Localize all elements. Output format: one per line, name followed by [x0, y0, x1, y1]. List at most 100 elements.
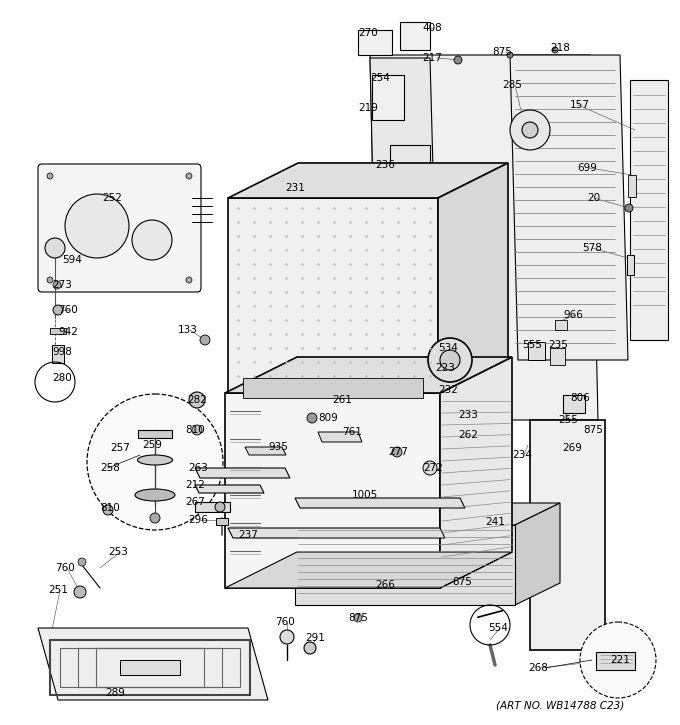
Text: 253: 253: [108, 547, 128, 557]
Bar: [195, 502, 230, 512]
Circle shape: [354, 614, 362, 622]
Polygon shape: [318, 432, 362, 442]
Circle shape: [552, 47, 558, 53]
Circle shape: [625, 204, 633, 212]
Polygon shape: [38, 628, 268, 700]
Text: 157: 157: [570, 100, 590, 110]
Text: 594: 594: [62, 255, 82, 265]
Polygon shape: [370, 58, 436, 280]
Text: 935: 935: [268, 442, 288, 452]
Circle shape: [87, 394, 223, 530]
Circle shape: [200, 335, 210, 345]
Text: 267: 267: [185, 497, 205, 507]
Polygon shape: [630, 80, 668, 340]
Polygon shape: [295, 525, 515, 605]
Bar: [563, 395, 585, 413]
Text: 699: 699: [577, 163, 597, 173]
Text: 212: 212: [185, 480, 205, 490]
Text: 280: 280: [52, 373, 72, 383]
Text: 277: 277: [388, 447, 408, 457]
Circle shape: [186, 277, 192, 283]
Polygon shape: [438, 163, 508, 393]
Polygon shape: [372, 75, 404, 120]
Text: 235: 235: [548, 340, 568, 350]
Polygon shape: [400, 22, 430, 50]
Polygon shape: [440, 357, 512, 588]
Polygon shape: [228, 528, 445, 538]
Text: 270: 270: [358, 28, 378, 38]
Text: 251: 251: [48, 585, 68, 595]
Text: 255: 255: [558, 415, 578, 425]
Polygon shape: [195, 485, 264, 493]
Bar: [50, 328, 66, 334]
Circle shape: [510, 110, 550, 150]
Text: 237: 237: [238, 530, 258, 540]
Text: 875: 875: [583, 425, 603, 435]
Text: 809: 809: [318, 413, 338, 423]
Text: 254: 254: [370, 73, 390, 83]
Circle shape: [189, 392, 205, 408]
Polygon shape: [295, 498, 465, 508]
Polygon shape: [138, 430, 172, 438]
Polygon shape: [358, 30, 392, 55]
Text: 241: 241: [485, 517, 505, 527]
Text: 236: 236: [375, 160, 395, 170]
Polygon shape: [243, 378, 423, 398]
Text: 219: 219: [358, 103, 378, 113]
Text: 252: 252: [102, 193, 122, 203]
Bar: [627, 255, 634, 275]
Bar: [555, 320, 567, 330]
Circle shape: [53, 305, 63, 315]
Text: 291: 291: [305, 633, 325, 643]
Text: 133: 133: [178, 325, 198, 335]
Circle shape: [45, 238, 65, 258]
Polygon shape: [195, 468, 290, 478]
Ellipse shape: [135, 489, 175, 501]
Circle shape: [428, 338, 472, 382]
Polygon shape: [225, 393, 440, 588]
Circle shape: [132, 220, 172, 260]
Polygon shape: [510, 55, 628, 360]
Text: 289: 289: [105, 688, 125, 698]
Text: 20: 20: [588, 193, 600, 203]
Circle shape: [150, 513, 160, 523]
Circle shape: [412, 200, 452, 240]
Text: 232: 232: [438, 385, 458, 395]
Circle shape: [215, 502, 225, 512]
Polygon shape: [295, 503, 560, 525]
Bar: [52, 345, 64, 363]
Circle shape: [78, 558, 86, 566]
Text: 218: 218: [550, 43, 570, 53]
Circle shape: [392, 447, 402, 457]
Circle shape: [304, 642, 316, 654]
Polygon shape: [515, 503, 560, 605]
Text: 555: 555: [522, 340, 542, 350]
Text: 806: 806: [570, 393, 590, 403]
Text: 875: 875: [348, 613, 368, 623]
Text: 408: 408: [422, 23, 442, 33]
Polygon shape: [550, 348, 565, 365]
Polygon shape: [216, 518, 228, 525]
Circle shape: [423, 461, 437, 475]
Text: 259: 259: [142, 440, 162, 450]
Text: 266: 266: [375, 580, 395, 590]
Text: 998: 998: [52, 347, 72, 357]
Circle shape: [522, 122, 538, 138]
Circle shape: [390, 178, 474, 262]
Polygon shape: [530, 420, 605, 650]
Text: 761: 761: [342, 427, 362, 437]
Polygon shape: [596, 652, 635, 670]
Circle shape: [65, 194, 129, 258]
Circle shape: [335, 388, 345, 398]
Text: 296: 296: [188, 515, 208, 525]
FancyBboxPatch shape: [38, 164, 201, 292]
Text: 554: 554: [488, 623, 508, 633]
Bar: [390, 145, 430, 200]
Text: 272: 272: [423, 463, 443, 473]
Circle shape: [454, 56, 462, 64]
Text: 233: 233: [458, 410, 478, 420]
Text: 269: 269: [562, 443, 582, 453]
Text: 223: 223: [435, 363, 455, 373]
Polygon shape: [120, 660, 180, 675]
Polygon shape: [528, 342, 545, 360]
